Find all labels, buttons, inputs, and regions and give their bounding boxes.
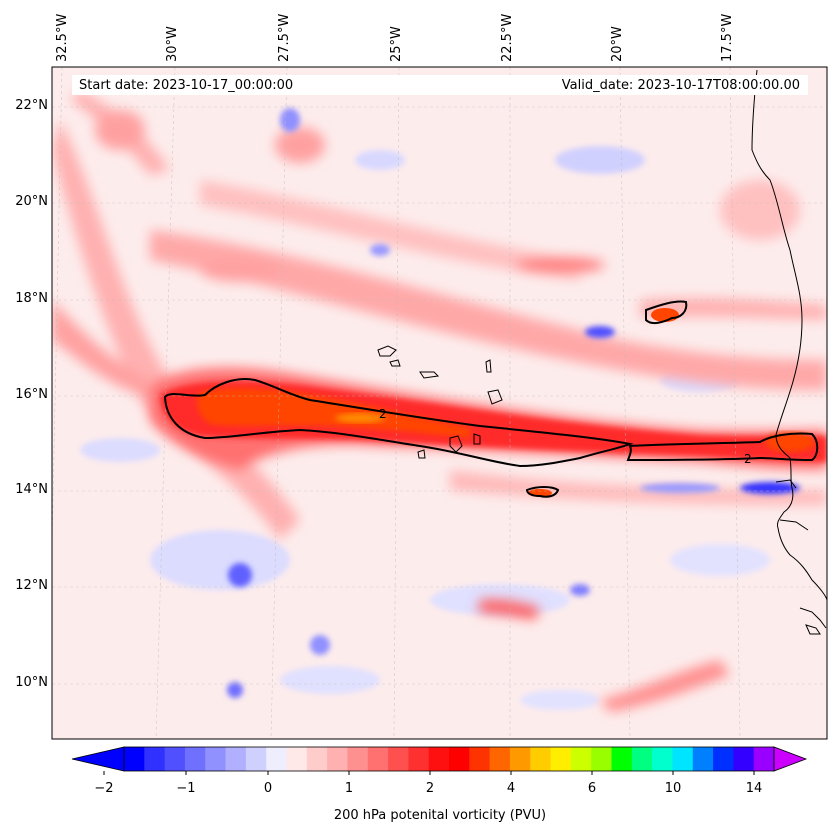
- lon-label: 17.5°W: [720, 13, 735, 62]
- contour-label: 2: [379, 407, 387, 421]
- colorbar-swatch: [266, 747, 287, 771]
- colorbar-swatch: [367, 747, 389, 771]
- colorbar-swatch: [611, 747, 633, 771]
- lon-label: 22.5°W: [500, 13, 515, 62]
- africa-coastline: [751, 69, 827, 601]
- colorbar-swatch: [550, 747, 572, 771]
- colorbar-tick: 4: [506, 781, 516, 796]
- colorbar-swatch: [225, 747, 247, 771]
- lat-label: 14°N: [15, 482, 48, 497]
- lat-label: 20°N: [15, 194, 48, 209]
- colorbar-swatch: [469, 747, 491, 771]
- colorbar-swatch: [428, 747, 450, 771]
- colorbar-swatch: [753, 747, 775, 771]
- colorbar-tick: −1: [176, 781, 196, 796]
- cape-verde-islands: [377, 345, 503, 459]
- colorbar-swatch: [347, 747, 369, 771]
- colorbar-swatch: [408, 747, 430, 771]
- colorbar-swatch: [449, 747, 470, 771]
- colorbar-swatch: [124, 747, 145, 771]
- pv-blob: [651, 308, 679, 322]
- map-frame: [51, 66, 828, 740]
- colorbar-border: [123, 746, 775, 772]
- colorbar-swatch: [144, 747, 166, 771]
- colorbar-swatch: [713, 747, 734, 771]
- colorbar-swatch: [489, 747, 511, 771]
- colorbar-tick: 10: [664, 781, 682, 796]
- lat-label: 22°N: [15, 98, 48, 113]
- colorbar-label: 200 hPa potenital vorticity (PVU): [333, 808, 547, 823]
- colorbar-tick: 2: [425, 781, 435, 796]
- contour-2pvu: [163, 300, 819, 498]
- colorbar: [71, 746, 808, 775]
- colorbar-swatch: [692, 747, 714, 771]
- lon-label: 25°W: [389, 26, 404, 62]
- colorbar-extend-low: [71, 746, 125, 772]
- colorbar-tick: 6: [587, 781, 597, 796]
- valid-date: Valid_date: 2023-10-17T08:00:00.00: [561, 78, 800, 93]
- colorbar-extend-high: [773, 746, 808, 772]
- strong-negative-patches: [227, 108, 800, 698]
- header-box: [72, 75, 808, 95]
- colorbar-swatch: [672, 747, 694, 771]
- lat-label: 18°N: [15, 291, 48, 306]
- colorbar-swatch: [286, 747, 308, 771]
- colorbar-swatch: [164, 747, 186, 771]
- colorbar-swatch: [570, 747, 592, 771]
- colorbar-swatch: [245, 747, 267, 771]
- colorbar-swatch: [652, 747, 673, 771]
- colorbar-swatch: [327, 747, 348, 771]
- lon-label: 27.5°W: [277, 13, 292, 62]
- colorbar-swatch: [306, 747, 328, 771]
- lat-label: 16°N: [15, 387, 48, 402]
- colorbar-swatch: [631, 747, 653, 771]
- colorbar-tick: 0: [263, 781, 273, 796]
- colorbar-tick: 14: [745, 781, 763, 796]
- colorbar-swatch: [733, 747, 755, 771]
- lon-label: 30°W: [165, 26, 180, 62]
- colorbar-swatch: [184, 747, 206, 771]
- lon-label: 32.5°W: [55, 13, 70, 62]
- colorbar-swatch: [530, 747, 552, 771]
- coastline-detail: [775, 479, 827, 635]
- colorbar-tick: −2: [94, 781, 114, 796]
- colorbar-tick: 1: [344, 781, 354, 796]
- colorbar-swatch: [388, 747, 409, 771]
- colorbar-swatch: [509, 747, 531, 771]
- pv-field: 2 2: [52, 67, 827, 739]
- contour-label: 2: [744, 452, 752, 466]
- lat-label: 10°N: [15, 675, 48, 690]
- colorbar-swatch: [205, 747, 227, 771]
- lon-label: 20°W: [610, 26, 625, 62]
- colorbar-swatch: [591, 747, 612, 771]
- start-date: Start date: 2023-10-17_00:00:00: [79, 78, 294, 93]
- lat-label: 12°N: [15, 578, 48, 593]
